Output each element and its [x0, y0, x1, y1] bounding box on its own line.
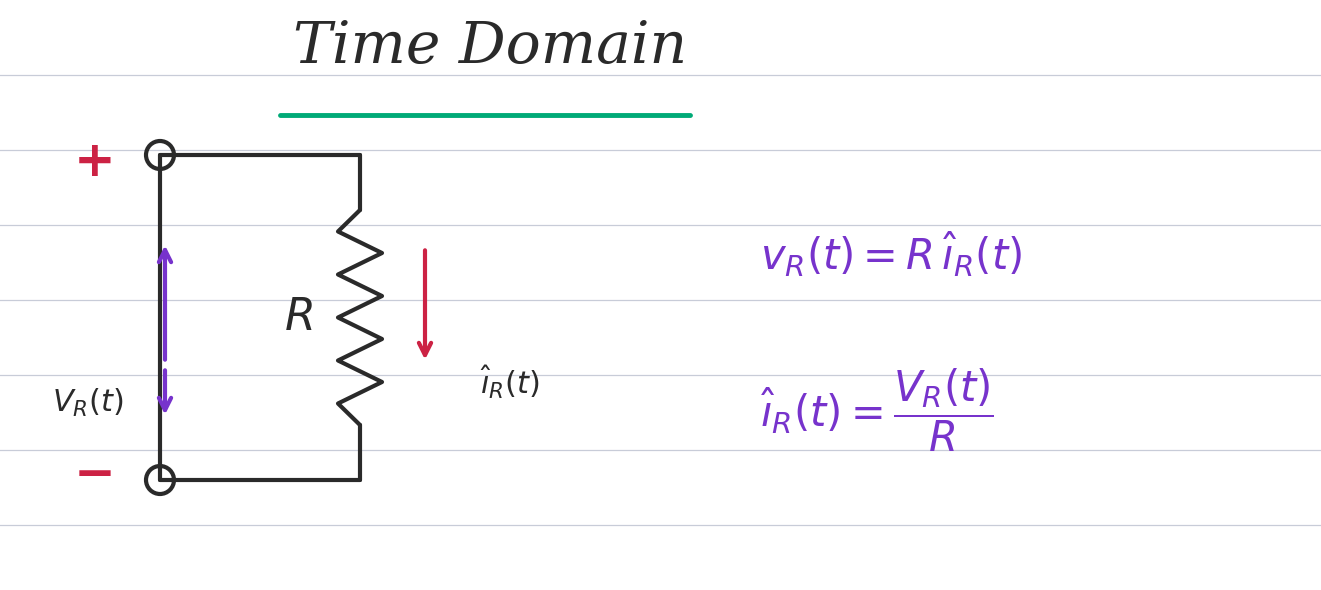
Text: Time Domain: Time Domain: [293, 18, 687, 75]
Text: $\hat{\imath}_R(t) = \dfrac{V_R(t)}{R}$: $\hat{\imath}_R(t) = \dfrac{V_R(t)}{R}$: [760, 366, 993, 454]
Text: R: R: [284, 296, 316, 339]
Text: −: −: [74, 451, 116, 499]
Text: +: +: [74, 138, 116, 186]
Text: $v_R(t) = R\,\hat{\imath}_R(t)$: $v_R(t) = R\,\hat{\imath}_R(t)$: [760, 231, 1022, 280]
Text: $\hat{\imath}_R(t)$: $\hat{\imath}_R(t)$: [480, 364, 539, 401]
Text: $V_R(t)$: $V_R(t)$: [52, 386, 124, 418]
